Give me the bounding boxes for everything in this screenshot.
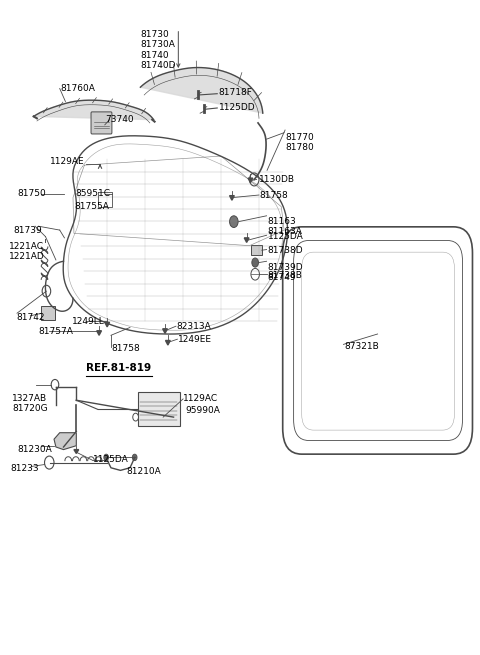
Polygon shape [229,196,234,200]
Circle shape [229,215,238,227]
Text: 1129AE: 1129AE [50,157,85,166]
Text: 81718F: 81718F [219,88,252,97]
Circle shape [42,286,51,297]
Text: 81233: 81233 [10,464,38,473]
FancyBboxPatch shape [251,245,262,255]
Text: 73740: 73740 [105,115,134,124]
Polygon shape [244,238,249,242]
Text: 1130DB: 1130DB [259,175,295,184]
Text: 81210A: 81210A [126,467,161,476]
Text: 81742: 81742 [16,312,45,322]
Text: 81738D: 81738D [267,246,303,255]
FancyBboxPatch shape [91,112,112,134]
Text: 1125DA: 1125DA [267,232,303,241]
Text: 87321B: 87321B [344,343,379,352]
Text: 1249LL: 1249LL [72,316,104,326]
FancyBboxPatch shape [283,227,472,454]
FancyBboxPatch shape [137,392,180,426]
Text: 1221AC
1221AD: 1221AC 1221AD [9,242,44,261]
Polygon shape [105,322,109,327]
Text: 1125DA: 1125DA [93,455,129,464]
Text: 81755A: 81755A [74,202,109,211]
Polygon shape [140,67,263,113]
Polygon shape [163,329,168,333]
Text: 81230A: 81230A [17,445,52,454]
Text: 95990A: 95990A [185,406,220,415]
Text: 81758: 81758 [111,344,140,353]
Text: 81739: 81739 [13,225,42,234]
Polygon shape [74,449,79,453]
Text: 81739D
81749: 81739D 81749 [267,263,303,282]
Polygon shape [54,433,76,449]
Polygon shape [34,100,154,120]
Text: 81758: 81758 [259,191,288,200]
Text: 81738B: 81738B [267,271,302,280]
Text: 1327AB
81720G: 1327AB 81720G [12,394,48,413]
Text: 82313A: 82313A [177,322,211,331]
Text: 1125DD: 1125DD [219,103,255,113]
Text: 81750: 81750 [17,189,46,198]
Polygon shape [96,331,101,335]
Polygon shape [248,178,253,183]
Circle shape [250,173,259,186]
Text: 81760A: 81760A [60,84,96,93]
Text: 85951C: 85951C [75,189,110,198]
Circle shape [104,454,108,460]
Text: REF.81-819: REF.81-819 [86,363,151,373]
Text: 1249EE: 1249EE [179,335,212,344]
Text: 81163
81163A: 81163 81163A [267,217,302,236]
Text: 81770
81780: 81770 81780 [285,133,314,152]
Circle shape [45,456,54,469]
Circle shape [251,269,260,280]
Polygon shape [166,341,170,345]
Text: 1129AC: 1129AC [183,394,218,403]
FancyBboxPatch shape [41,306,56,320]
Circle shape [133,413,138,421]
Circle shape [51,379,59,390]
Text: 81730
81730A
81740
81740D: 81730 81730A 81740 81740D [140,30,176,70]
Circle shape [132,454,137,460]
Circle shape [252,258,259,267]
Text: 81757A: 81757A [38,327,73,336]
